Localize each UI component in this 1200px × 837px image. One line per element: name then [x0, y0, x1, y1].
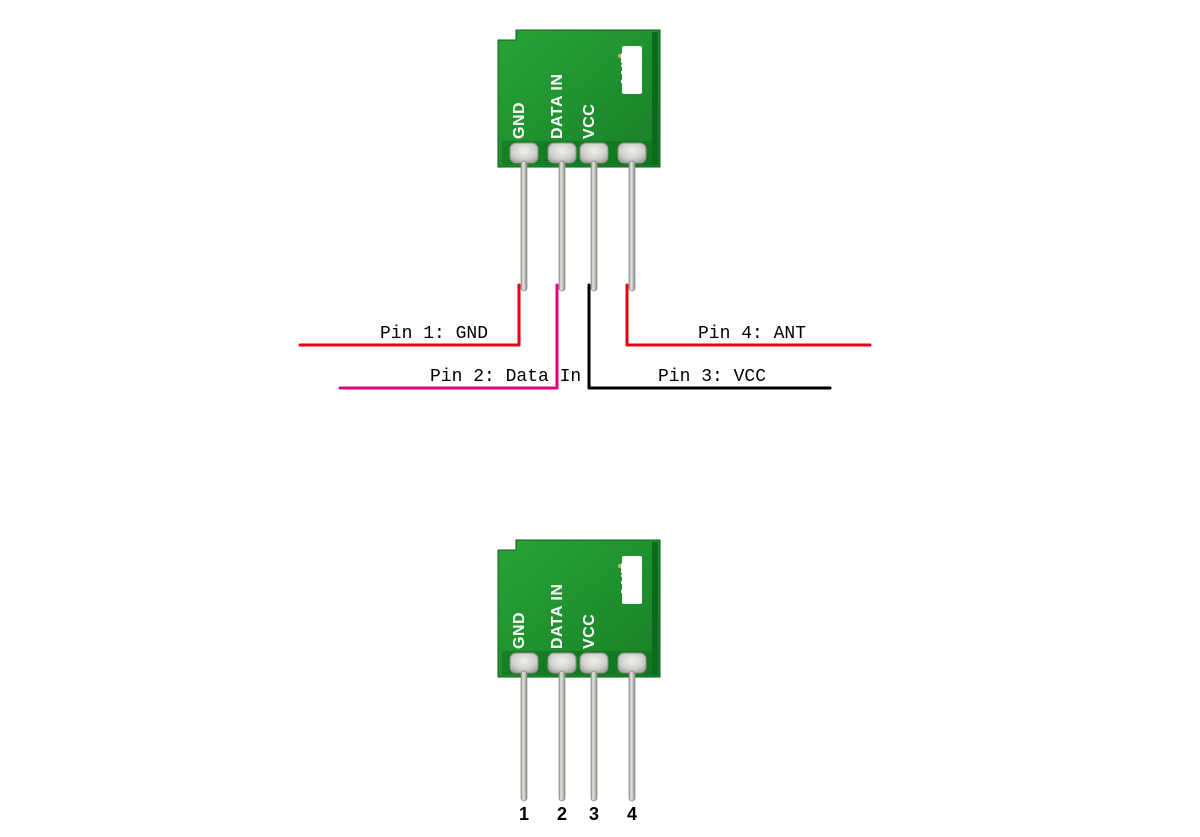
silk-label-gnd: GND [511, 102, 528, 139]
pin-lead [591, 161, 597, 291]
solder-pad [580, 653, 608, 673]
pin-number: 1 [519, 804, 529, 824]
silk-label-data-in: DATA IN [549, 584, 566, 649]
solder-pad [618, 653, 646, 673]
callout-layer: Pin 1: GND Pin 2: Data In Pin 3: VCC Pin 4:… [300, 285, 870, 388]
callout-label: Pin 1: GND [380, 324, 488, 344]
pcb-module: GND DATA IN VCC ANT [498, 540, 660, 801]
pin-number: 2 [557, 804, 567, 824]
pin-lead [559, 161, 565, 291]
pin-lead [559, 671, 565, 801]
solder-pad [548, 143, 576, 163]
pin-lead [629, 161, 635, 291]
pin-lead [521, 161, 527, 291]
pin-lead [521, 671, 527, 801]
silk-label-vcc: VCC [581, 614, 598, 649]
silk-label-gnd: GND [511, 612, 528, 649]
silk-label-ant: ANT [619, 563, 636, 597]
silk-label-ant: ANT [619, 53, 636, 87]
callout-label: Pin 3: VCC [658, 367, 766, 387]
pin-lead [591, 671, 597, 801]
callout-label: Pin 2: Data In [430, 367, 581, 387]
callout-label: Pin 4: ANT [698, 324, 806, 344]
pin-number: 4 [627, 804, 637, 824]
pin-lead [629, 671, 635, 801]
solder-pad [580, 143, 608, 163]
solder-pad [510, 143, 538, 163]
silk-label-data-in: DATA IN [549, 74, 566, 139]
pcb-module: GND DATA IN VCC ANT [498, 30, 660, 291]
solder-pad [548, 653, 576, 673]
solder-pad [510, 653, 538, 673]
silk-label-vcc: VCC [581, 104, 598, 139]
pin-number: 3 [589, 804, 599, 824]
solder-pad [618, 143, 646, 163]
